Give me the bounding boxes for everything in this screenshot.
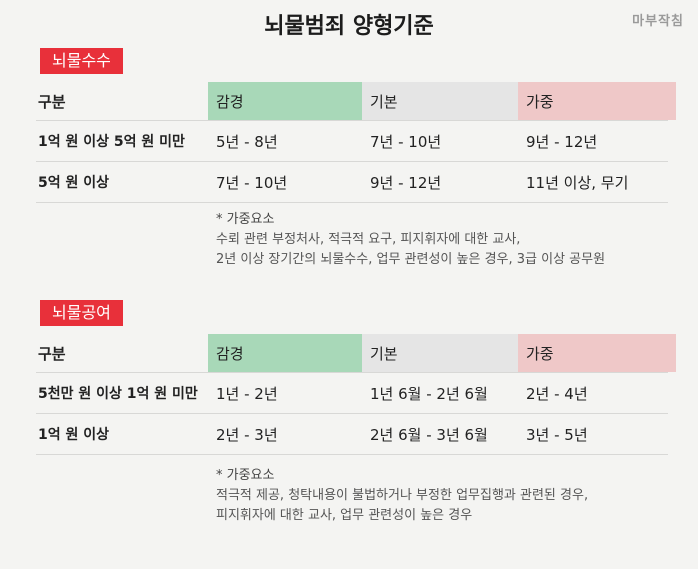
row-mitigated: 5년 - 8년 [216, 132, 278, 151]
header-mitigated: 감경 [208, 82, 366, 120]
row-category: 5억 원 이상 [38, 175, 110, 191]
note-line: 2년 이상 장기간의 뇌물수수, 업무 관련성이 높은 경우, 3급 이상 공무… [216, 252, 606, 267]
row-aggravated: 9년 - 12년 [526, 132, 598, 151]
sentencing-table-receiving: 구분 감경 기본 가중 1억 원 이상 5억 원 미만 5년 - 8년 7년 -… [36, 82, 676, 203]
row-mitigated: 2년 - 3년 [216, 425, 278, 444]
section-tag-bribe-receiving: 뇌물수수 [40, 48, 123, 74]
table-row: 5천만 원 이상 1억 원 미만 1년 - 2년 1년 6월 - 2년 6월 2… [36, 373, 668, 414]
header-basic: 기본 [362, 82, 520, 120]
row-basic: 1년 6월 - 2년 6월 [370, 384, 488, 403]
header-category: 구분 [38, 344, 66, 363]
row-basic: 7년 - 10년 [370, 132, 442, 151]
sentencing-table-giving: 구분 감경 기본 가중 5천만 원 이상 1억 원 미만 1년 - 2년 1년 … [36, 334, 676, 455]
row-category: 5천만 원 이상 1억 원 미만 [38, 386, 198, 402]
header-category: 구분 [38, 92, 66, 111]
note-heading: * 가중요소 [216, 212, 275, 227]
table-row: 1억 원 이상 2년 - 3년 2년 6월 - 3년 6월 3년 - 5년 [36, 414, 668, 455]
row-basic: 2년 6월 - 3년 6월 [370, 425, 488, 444]
note-line: 수뢰 관련 부정처사, 적극적 요구, 피지휘자에 대한 교사, [216, 232, 521, 247]
row-mitigated: 7년 - 10년 [216, 173, 288, 192]
row-basic: 9년 - 12년 [370, 173, 442, 192]
note-heading: * 가중요소 [216, 468, 275, 483]
header-aggravated: 가중 [518, 82, 676, 120]
table-header-row: 구분 감경 기본 가중 [36, 334, 676, 373]
row-aggravated: 3년 - 5년 [526, 425, 588, 444]
row-mitigated: 1년 - 2년 [216, 384, 278, 403]
aggravating-factors-note: * 가중요소 수뢰 관련 부정처사, 적극적 요구, 피지휘자에 대한 교사, … [216, 210, 605, 270]
header-basic: 기본 [362, 334, 520, 372]
section-tag-bribe-giving: 뇌물공여 [40, 300, 123, 326]
row-category: 1억 원 이상 5억 원 미만 [38, 134, 185, 150]
table-row: 5억 원 이상 7년 - 10년 9년 - 12년 11년 이상, 무기 [36, 162, 668, 203]
row-aggravated: 11년 이상, 무기 [526, 173, 629, 192]
note-line: 피지휘자에 대한 교사, 업무 관련성이 높은 경우 [216, 508, 473, 523]
aggravating-factors-note: * 가중요소 적극적 제공, 청탁내용이 불법하거나 부정한 업무집행과 관련된… [216, 466, 588, 526]
note-line: 적극적 제공, 청탁내용이 불법하거나 부정한 업무집행과 관련된 경우, [216, 488, 589, 503]
header-aggravated: 가중 [518, 334, 676, 372]
table-row: 1억 원 이상 5억 원 미만 5년 - 8년 7년 - 10년 9년 - 12… [36, 121, 668, 162]
row-aggravated: 2년 - 4년 [526, 384, 588, 403]
brand-logo: 마부작침 [632, 14, 684, 29]
page-title: 뇌물범죄 양형기준 [264, 14, 434, 39]
header-mitigated: 감경 [208, 334, 366, 372]
row-category: 1억 원 이상 [38, 427, 110, 443]
table-header-row: 구분 감경 기본 가중 [36, 82, 676, 121]
